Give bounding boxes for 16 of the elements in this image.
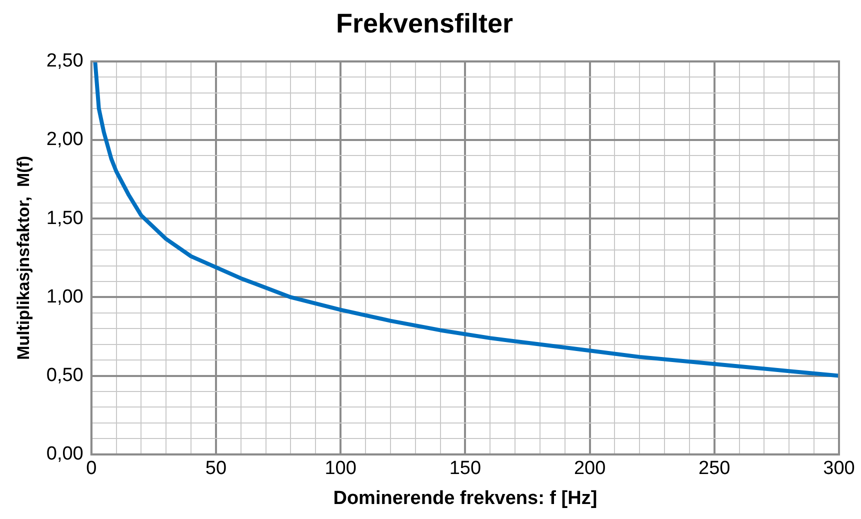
x-tick-label: 300 <box>823 458 855 480</box>
x-tick-label: 100 <box>324 458 356 480</box>
y-tick-label: 2,50 <box>46 50 84 72</box>
x-tick-label: 200 <box>574 458 606 480</box>
chart-title: Frekvensfilter <box>336 8 514 39</box>
y-axis-title: Multiplikasjnsfaktor, M(f) <box>14 156 33 360</box>
y-tick-label: 2,00 <box>46 129 84 150</box>
x-tick-label: 0 <box>86 458 97 480</box>
x-tick-label: 250 <box>698 458 730 480</box>
y-tick-label: 0,00 <box>46 444 84 465</box>
x-tick-label: 150 <box>449 458 482 480</box>
y-tick-label: 1,00 <box>46 286 84 308</box>
x-tick-label: 50 <box>205 458 227 480</box>
x-axis-title: Dominerende frekvens: f [Hz] <box>333 488 598 509</box>
y-tick-label: 1,50 <box>46 208 84 229</box>
y-tick-label: 0,50 <box>46 365 84 386</box>
